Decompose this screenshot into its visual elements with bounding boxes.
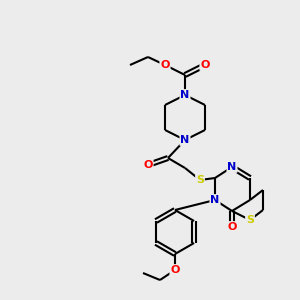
Text: N: N xyxy=(180,135,190,145)
Text: O: O xyxy=(170,265,180,275)
Text: O: O xyxy=(200,60,210,70)
Text: N: N xyxy=(180,90,190,100)
Text: O: O xyxy=(227,222,237,232)
Text: O: O xyxy=(160,60,170,70)
Text: O: O xyxy=(143,160,153,170)
Text: N: N xyxy=(210,195,220,205)
Text: S: S xyxy=(246,215,254,225)
Text: N: N xyxy=(227,162,237,172)
Text: S: S xyxy=(196,175,204,185)
